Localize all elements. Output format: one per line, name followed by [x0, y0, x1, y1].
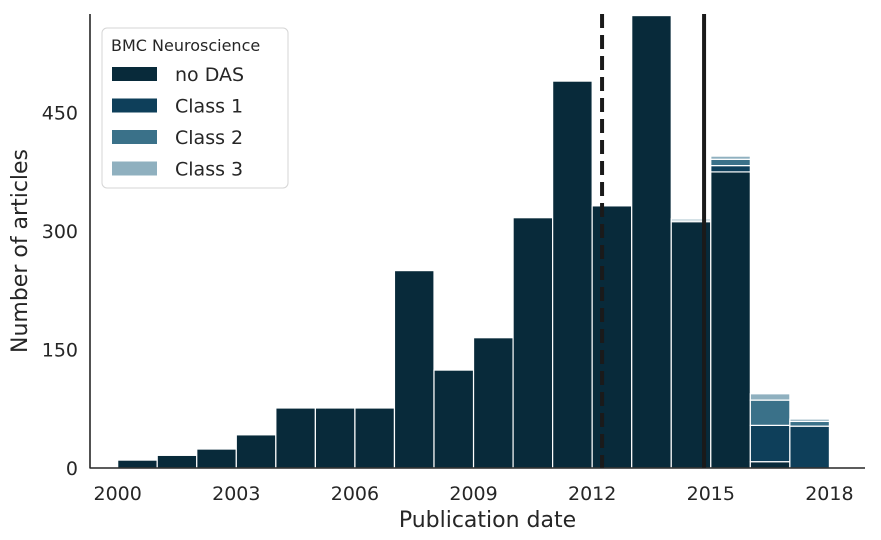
- legend-title: BMC Neuroscience: [111, 36, 260, 55]
- bar-no-das-2011: [552, 80, 593, 469]
- bar-no-das-2016: [749, 461, 791, 469]
- bar-class-2-2016: [749, 399, 791, 426]
- bar-no-das-2003: [235, 434, 277, 469]
- legend-label-class-1: Class 1: [175, 96, 243, 118]
- x-tick-label: 2015: [687, 483, 735, 505]
- bar-class-2-2015: [710, 158, 751, 167]
- y-axis-label: Number of articles: [8, 149, 33, 353]
- reference-lines: [600, 14, 707, 468]
- bar-class-1-2017: [789, 425, 831, 469]
- legend-swatch-class-2: [112, 130, 157, 144]
- bar-class-1-2016: [749, 424, 791, 463]
- bar-class-1-2015: [710, 164, 751, 173]
- y-tick-label: 150: [42, 340, 78, 362]
- bar-no-das-2015: [710, 171, 751, 469]
- x-tick-label: 2009: [449, 483, 497, 505]
- bar-no-das-2009: [472, 337, 514, 469]
- x-tick-label: 2000: [93, 483, 141, 505]
- bar-no-das-2000: [117, 459, 158, 469]
- x-tick-label: 2012: [568, 483, 616, 505]
- x-axis-label: Publication date: [399, 508, 576, 533]
- x-tick-label: 2018: [805, 483, 853, 505]
- x-tick-label: 2006: [331, 483, 379, 505]
- bar-no-das-2006: [354, 407, 396, 469]
- bar-no-das-2010: [512, 217, 554, 469]
- y-tick-label: 450: [42, 103, 78, 125]
- bar-no-das-2004: [275, 407, 316, 469]
- legend-label-class-3: Class 3: [175, 159, 243, 181]
- bar-no-das-2001: [156, 454, 198, 469]
- legend-swatch-no-das: [112, 67, 157, 81]
- bar-no-das-2008: [433, 369, 475, 469]
- bars-layer: [117, 14, 831, 469]
- bar-no-das-2002: [196, 448, 237, 469]
- y-tick-label: 0: [66, 458, 78, 480]
- bar-no-das-2012: [591, 205, 633, 469]
- legend-swatch-class-3: [112, 161, 157, 176]
- legend-label-no-das: no DAS: [175, 64, 244, 86]
- y-tick-label: 300: [42, 221, 78, 243]
- legend-label-class-2: Class 2: [175, 127, 243, 149]
- bar-no-das-2013: [631, 14, 672, 469]
- bar-class-3-2017: [789, 418, 831, 423]
- axes: 2000 2003 2006 2009 2012 2015 2018 0 150 300 450 Pu…: [8, 14, 865, 533]
- legend-swatch-class-1: [112, 98, 157, 113]
- bar-class-2-2017: [789, 420, 831, 427]
- bar-class-3-2016: [749, 393, 791, 401]
- legend: BMC Neuroscience no DAS Class 1 Class 2 Clas…: [101, 27, 289, 189]
- bar-no-das-2005: [314, 407, 356, 469]
- bar-class-3-2015: [710, 155, 751, 160]
- bar-no-das-2007: [393, 270, 435, 469]
- x-tick-label: 2003: [212, 483, 260, 505]
